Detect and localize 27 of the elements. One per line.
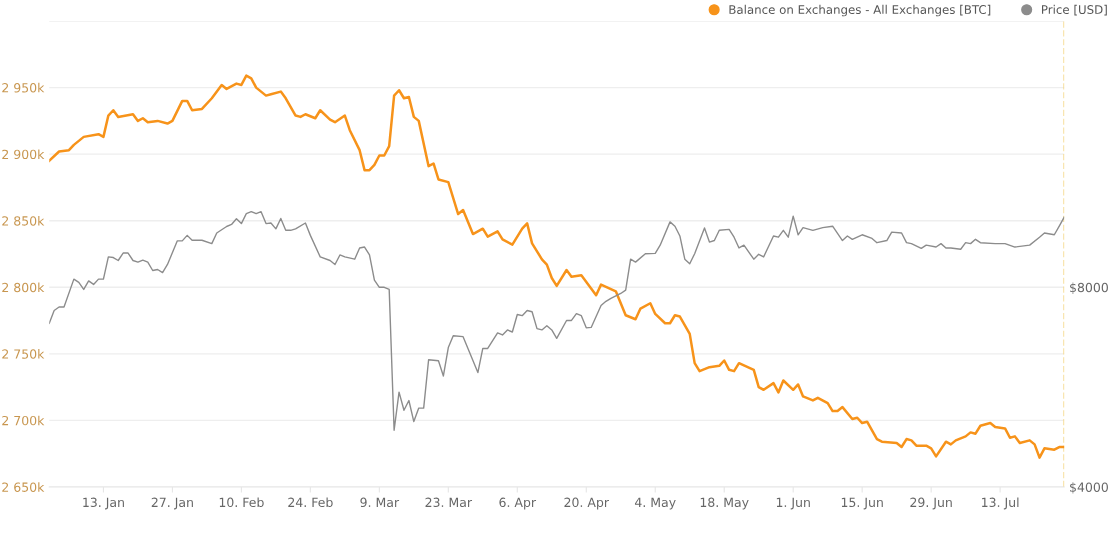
y-tick-label: 2 950k	[2, 82, 45, 93]
y-tick-label: 2 800k	[2, 282, 45, 293]
x-tick-label: 29. Jun	[910, 497, 952, 510]
y-tick-label: 2 850k	[2, 215, 45, 226]
x-tick-label: 20. Apr	[564, 497, 609, 510]
x-tick-label: 6. Apr	[499, 497, 537, 510]
x-tick-label: 24. Feb	[288, 497, 333, 508]
x-tick-label: 13. Jul	[982, 497, 1019, 510]
x-tick-label: 4. May	[634, 497, 676, 510]
y-tick-label: 2 650k	[2, 482, 45, 492]
y2-tick-label: $4000	[1070, 482, 1108, 494]
y-tick-label: 2 750k	[2, 349, 45, 359]
x-tick-label: 13. Jan	[83, 497, 124, 510]
x-tick-label: 23. Mar	[425, 497, 473, 508]
x-tick-label: 9. Mar	[360, 497, 400, 508]
line-series	[49, 211, 1065, 431]
x-tick-label: 10. Feb	[219, 497, 264, 508]
legend-label: Balance on Exchanges - All Exchanges [BTC]	[729, 4, 991, 17]
legend-label: Price [USD]	[1042, 4, 1107, 16]
x-tick-label: 15. Jun	[841, 497, 883, 510]
line-series	[49, 74, 1065, 459]
x-tick-label: 27. Jan	[151, 497, 193, 510]
x-tick-label: 18. May	[700, 497, 749, 510]
x-tick-label: 1. Jun	[776, 497, 810, 510]
y2-tick-label: $8000	[1070, 282, 1108, 294]
y-tick-label: 2 700k	[2, 415, 45, 426]
y-tick-label: 2 900k	[2, 149, 45, 160]
